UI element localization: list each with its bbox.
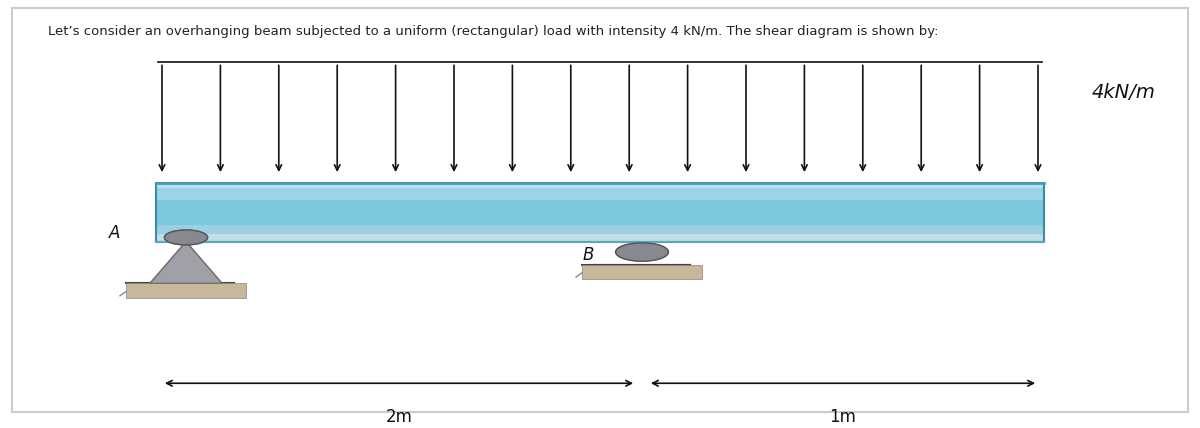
Circle shape (164, 230, 208, 245)
Bar (156, 225, 1044, 242)
Text: B: B (583, 246, 594, 264)
Text: A: A (109, 224, 120, 242)
Bar (156, 188, 1044, 200)
Bar (156, 183, 1044, 194)
Text: 2m: 2m (385, 408, 413, 426)
Text: 4kN/m: 4kN/m (1092, 83, 1156, 102)
Bar (156, 183, 1044, 188)
Bar (156, 183, 1044, 242)
Text: Let’s consider an overhanging beam subjected to a uniform (rectangular) load wit: Let’s consider an overhanging beam subje… (48, 25, 938, 38)
Polygon shape (150, 242, 222, 283)
Circle shape (616, 243, 668, 261)
Text: 1m: 1m (829, 408, 857, 426)
Bar (156, 234, 1044, 242)
Bar (126, 283, 246, 298)
Bar (156, 183, 1044, 225)
Bar (582, 265, 702, 279)
